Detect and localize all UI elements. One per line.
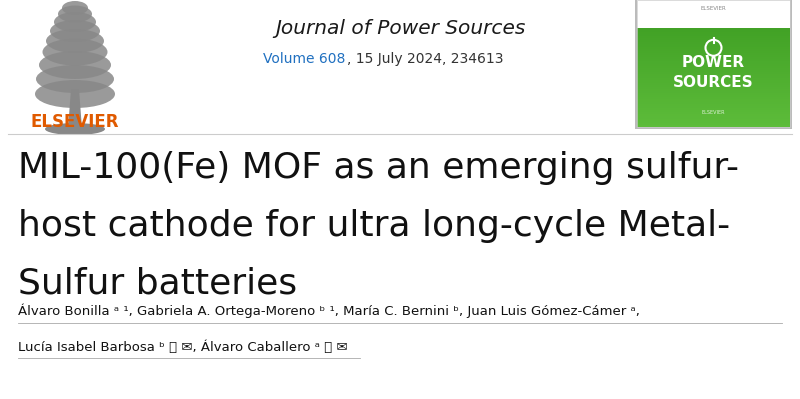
Bar	[637, 24, 790, 28]
Bar	[637, 37, 790, 40]
Bar	[637, 84, 790, 87]
Bar	[637, 111, 790, 114]
Bar	[637, 8, 790, 11]
Bar	[637, 115, 790, 119]
Text: , 15 July 2024, 234613: , 15 July 2024, 234613	[347, 52, 503, 66]
Text: MIL-100(Fe) MOF as an emerging sulfur-: MIL-100(Fe) MOF as an emerging sulfur-	[18, 151, 739, 185]
Ellipse shape	[36, 65, 114, 93]
Bar	[637, 1, 790, 4]
Ellipse shape	[50, 20, 100, 42]
Bar	[637, 16, 790, 19]
Bar	[637, 20, 790, 23]
Text: host cathode for ultra long-cycle Metal-: host cathode for ultra long-cycle Metal-	[18, 209, 730, 243]
Bar	[637, 43, 790, 47]
Bar	[637, 60, 790, 63]
Bar	[637, 113, 790, 117]
Bar	[637, 0, 790, 28]
Bar	[637, 75, 790, 78]
Bar	[637, 86, 790, 89]
Bar	[637, 63, 790, 65]
Bar	[637, 35, 790, 38]
Bar	[637, 33, 790, 36]
Bar	[637, 29, 790, 32]
Bar	[637, 105, 790, 108]
Ellipse shape	[54, 12, 96, 32]
Bar	[637, 109, 790, 112]
Bar	[637, 18, 790, 21]
Bar	[637, 50, 790, 53]
Bar	[637, 88, 790, 91]
Bar	[637, 97, 790, 99]
Ellipse shape	[58, 6, 92, 22]
Text: Volume 608: Volume 608	[262, 52, 345, 66]
Polygon shape	[68, 89, 82, 129]
Text: Álvaro Bonilla ᵃ ¹, Gabriela A. Ortega-Moreno ᵇ ¹, María C. Bernini ᵇ, Juan Luis: Álvaro Bonilla ᵃ ¹, Gabriela A. Ortega-M…	[18, 304, 640, 318]
Bar	[637, 107, 790, 110]
Bar	[637, 58, 790, 61]
Bar	[637, 54, 790, 57]
Bar	[637, 56, 790, 59]
FancyBboxPatch shape	[635, 0, 792, 129]
Bar	[637, 10, 790, 13]
Bar	[637, 52, 790, 55]
Bar	[637, 65, 790, 68]
Text: ELSEVIER: ELSEVIER	[701, 6, 726, 10]
Ellipse shape	[39, 51, 111, 79]
Bar	[637, 22, 790, 26]
Bar	[637, 118, 790, 120]
Bar	[637, 3, 790, 6]
Text: ELSEVIER: ELSEVIER	[30, 113, 119, 131]
Bar	[637, 90, 790, 93]
Bar	[637, 99, 790, 102]
Bar	[637, 120, 790, 123]
Text: Lucía Isabel Barbosa ᵇ 👤 ✉, Álvaro Caballero ᵃ 👤 ✉: Lucía Isabel Barbosa ᵇ 👤 ✉, Álvaro Cabal…	[18, 340, 348, 354]
Ellipse shape	[62, 1, 88, 15]
Bar	[637, 48, 790, 51]
Text: Journal of Power Sources: Journal of Power Sources	[275, 20, 525, 38]
Bar	[637, 94, 790, 97]
Bar	[637, 77, 790, 81]
Bar	[637, 14, 790, 17]
Bar	[637, 81, 790, 85]
Ellipse shape	[42, 38, 107, 65]
Text: Sulfur batteries: Sulfur batteries	[18, 266, 297, 300]
Ellipse shape	[45, 123, 105, 135]
Bar	[637, 92, 790, 95]
Bar	[637, 73, 790, 76]
Bar	[637, 103, 790, 106]
Bar	[637, 0, 790, 127]
Bar	[637, 39, 790, 42]
Bar	[637, 69, 790, 72]
Ellipse shape	[35, 80, 115, 108]
Bar	[637, 122, 790, 125]
Bar	[637, 26, 790, 30]
Bar	[637, 41, 790, 44]
Bar	[637, 45, 790, 49]
Bar	[637, 101, 790, 104]
Text: POWER: POWER	[682, 55, 745, 70]
Bar	[637, 71, 790, 74]
Bar	[637, 67, 790, 70]
Bar	[637, 79, 790, 83]
Bar	[637, 5, 790, 8]
Bar	[637, 124, 790, 127]
Bar	[637, 31, 790, 34]
Bar	[637, 0, 790, 2]
Text: ELSEVIER: ELSEVIER	[702, 109, 726, 115]
Text: SOURCES: SOURCES	[673, 75, 754, 90]
Ellipse shape	[46, 29, 104, 53]
Bar	[637, 12, 790, 15]
